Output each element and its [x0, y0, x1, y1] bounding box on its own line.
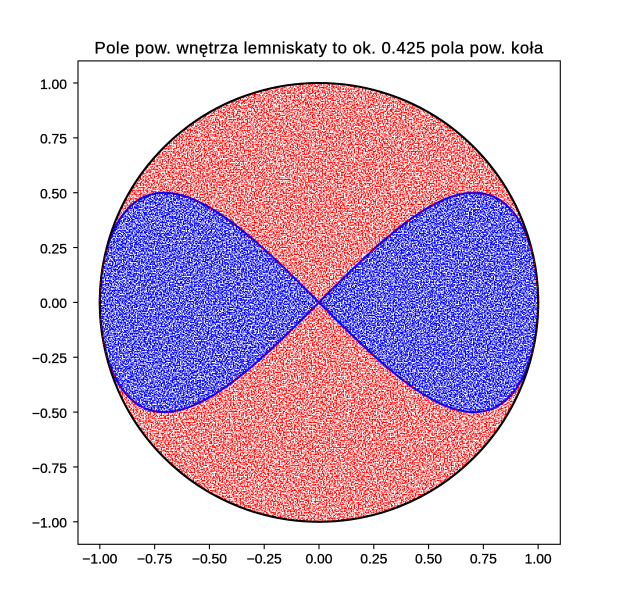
- svg-text:1.00: 1.00: [525, 551, 552, 567]
- svg-text:0.75: 0.75: [40, 131, 67, 147]
- svg-text:0.00: 0.00: [305, 551, 332, 567]
- svg-text:0.50: 0.50: [40, 186, 67, 202]
- svg-text:−0.75: −0.75: [32, 460, 67, 476]
- svg-text:−0.25: −0.25: [32, 350, 67, 366]
- svg-text:−1.00: −1.00: [32, 515, 67, 531]
- svg-text:0.00: 0.00: [40, 295, 67, 311]
- svg-text:−0.75: −0.75: [137, 551, 172, 567]
- svg-text:−1.00: −1.00: [82, 551, 117, 567]
- svg-text:1.00: 1.00: [40, 76, 67, 92]
- svg-text:0.25: 0.25: [360, 551, 387, 567]
- svg-text:Pole pow. wnętrza lemniskaty t: Pole pow. wnętrza lemniskaty to ok. 0.42…: [95, 39, 544, 58]
- svg-text:0.50: 0.50: [415, 551, 442, 567]
- svg-text:0.25: 0.25: [40, 240, 67, 256]
- svg-text:−0.50: −0.50: [192, 551, 227, 567]
- svg-text:0.75: 0.75: [470, 551, 497, 567]
- svg-text:−0.25: −0.25: [247, 551, 282, 567]
- svg-text:−0.50: −0.50: [32, 405, 67, 421]
